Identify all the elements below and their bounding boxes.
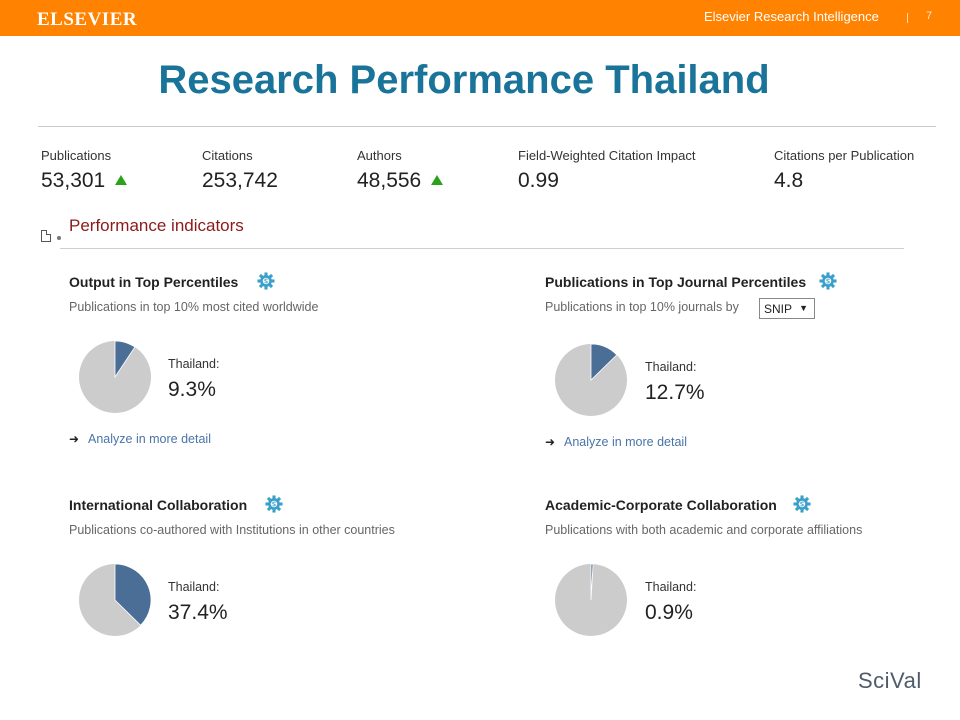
analyze-link[interactable]: Analyze in more detail	[88, 432, 211, 446]
metric-value: 253,742	[202, 169, 278, 192]
pie-country-label: Thailand:	[645, 360, 697, 374]
document-icon[interactable]	[41, 230, 51, 242]
metric-value: 4.8	[774, 169, 804, 192]
arrow-right-icon: ➜	[545, 435, 556, 449]
metric-fwci: Field-Weighted Citation Impact 0.99	[518, 148, 696, 193]
gear-icon[interactable]	[265, 495, 283, 513]
pie-slice-highlight	[590, 343, 618, 381]
panel-subtitle: Publications co-authored with Institutio…	[69, 523, 395, 537]
pie-value: 9.3%	[168, 378, 216, 401]
trend-up-icon	[115, 175, 128, 185]
metric-label: Field-Weighted Citation Impact	[518, 148, 696, 163]
pie-country-label: Thailand:	[168, 580, 220, 594]
pie-chart	[79, 563, 152, 636]
elsevier-logo: ELSEVIER	[37, 9, 138, 30]
panel-subtitle: Publications in top 10% most cited world…	[69, 300, 319, 314]
journal-metric-select[interactable]: SNIP ▼	[759, 298, 815, 319]
title-divider	[38, 126, 936, 127]
metric-value: 0.99	[518, 169, 559, 192]
gear-icon[interactable]	[257, 272, 275, 290]
section-title: Performance indicators	[69, 216, 244, 235]
pie-value: 0.9%	[645, 601, 693, 624]
metric-label: Citations per Publication	[774, 148, 915, 163]
pie-value: 12.7%	[645, 381, 705, 404]
metric-label: Publications	[41, 148, 112, 163]
pie-slice-highlight	[590, 563, 594, 601]
pie-slice-highlight	[114, 563, 152, 626]
metric-citations-per-publication: Citations per Publication 4.8	[774, 148, 914, 193]
arrow-right-icon: ➜	[69, 432, 80, 446]
panel-title: Academic-Corporate Collaboration	[545, 497, 777, 513]
gear-icon[interactable]	[793, 495, 811, 513]
panel-subtitle: Publications with both academic and corp…	[545, 523, 863, 537]
gear-icon[interactable]	[819, 272, 837, 290]
panel-title: Output in Top Percentiles	[69, 274, 239, 290]
pie-chart	[555, 343, 627, 416]
metric-authors: Authors 48,556	[357, 148, 444, 193]
header-divider	[907, 13, 908, 23]
metric-value: 48,556	[357, 169, 422, 192]
metric-publications: Publications 53,301	[41, 148, 128, 193]
document-icon-dot	[57, 236, 61, 240]
metric-value: 53,301	[41, 169, 106, 192]
pie-chart	[555, 563, 627, 636]
scival-logo: SciVal	[858, 668, 922, 693]
trend-up-icon	[431, 175, 444, 185]
select-value: SNIP	[764, 302, 793, 316]
pie-slice-highlight	[114, 340, 136, 379]
panel-title: International Collaboration	[69, 497, 248, 513]
chevron-down-icon: ▼	[799, 303, 808, 313]
pie-chart	[79, 340, 151, 413]
panel-subtitle: Publications in top 10% journals by	[545, 300, 739, 314]
pie-country-label: Thailand:	[168, 357, 220, 371]
page-title: Research Performance Thailand	[158, 58, 770, 102]
page-number: 7	[926, 10, 933, 22]
metric-label: Citations	[202, 148, 253, 163]
panel-title: Publications in Top Journal Percentiles	[545, 274, 807, 290]
brand-name: Elsevier Research Intelligence	[704, 9, 879, 24]
metric-label: Authors	[357, 148, 402, 163]
section-divider	[60, 248, 904, 249]
pie-country-label: Thailand:	[645, 580, 697, 594]
metric-citations: Citations 253,742	[202, 148, 278, 193]
analyze-link[interactable]: Analyze in more detail	[564, 435, 687, 449]
pie-value: 37.4%	[168, 601, 228, 624]
header-bar: ELSEVIER Elsevier Research Intelligence …	[0, 0, 960, 36]
